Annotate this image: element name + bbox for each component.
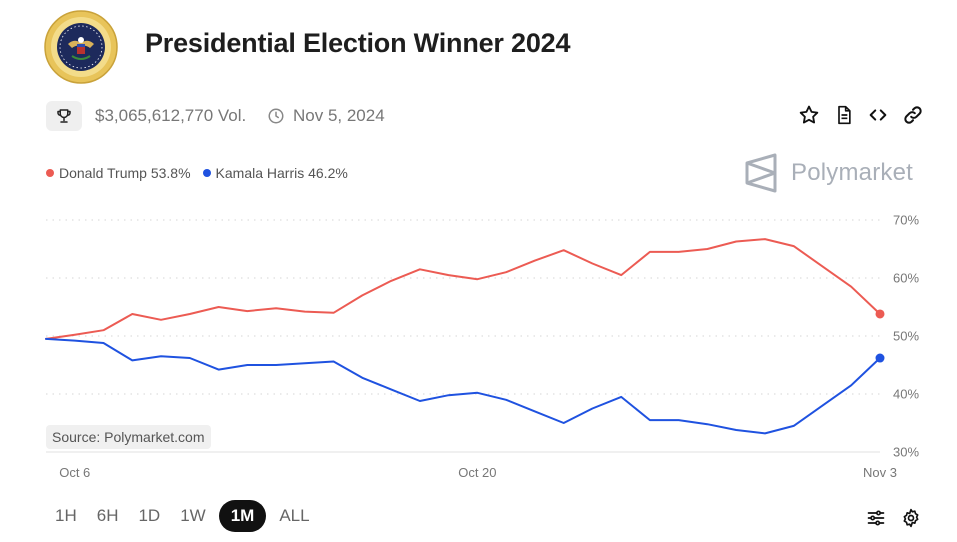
chart-legend: Donald Trump 53.8% Kamala Harris 46.2%: [46, 165, 348, 181]
page-title: Presidential Election Winner 2024: [145, 28, 571, 58]
legend-item-trump: Donald Trump 53.8%: [46, 165, 191, 181]
x-tick-label: Oct 20: [458, 465, 496, 480]
trophy-icon: [46, 101, 82, 131]
polymarket-brand: Polymarket: [744, 153, 913, 193]
source-label: Source: Polymarket.com: [46, 425, 211, 449]
end-marker-kamala-harris: [875, 353, 885, 363]
legend-item-harris: Kamala Harris 46.2%: [202, 165, 348, 181]
document-icon[interactable]: [832, 103, 856, 127]
time-range-selector: 1H 6H 1D 1W 1M ALL: [48, 500, 317, 532]
settings-gear-icon[interactable]: [900, 507, 922, 529]
legend-label-harris: Kamala Harris 46.2%: [215, 165, 348, 181]
end-date-label: Nov 5, 2024: [293, 106, 385, 125]
polymarket-logo-icon: [745, 153, 777, 193]
range-button-1d[interactable]: 1D: [131, 500, 167, 532]
y-tick-label: 50%: [893, 329, 919, 344]
series-line-kamala-harris: [45, 337, 881, 435]
chart-x-axis: Oct 6 Oct 20 Nov 3: [59, 465, 897, 480]
link-icon[interactable]: [901, 103, 925, 127]
end-marker-donald-trump: [875, 309, 885, 319]
chart-y-axis: 30% 40% 50% 60% 70%: [893, 213, 919, 460]
filter-sliders-icon[interactable]: [865, 507, 887, 529]
x-tick-label: Oct 6: [59, 465, 90, 480]
range-button-1m[interactable]: 1M: [218, 500, 267, 532]
legend-label-trump: Donald Trump 53.8%: [59, 165, 191, 181]
chart-series: [45, 238, 885, 435]
volume-label: $3,065,612,770 Vol.: [95, 106, 247, 125]
y-tick-label: 60%: [893, 271, 919, 286]
code-embed-icon[interactable]: [866, 103, 890, 127]
y-tick-label: 30%: [893, 445, 919, 460]
y-tick-label: 70%: [893, 213, 919, 228]
series-line-donald-trump: [45, 238, 881, 340]
presidential-seal-icon: [44, 10, 118, 84]
clock-icon: [267, 107, 285, 125]
y-tick-label: 40%: [893, 387, 919, 402]
range-button-all[interactable]: ALL: [272, 500, 316, 532]
legend-dot-trump: [46, 169, 54, 177]
star-icon[interactable]: [797, 103, 821, 127]
price-history-chart[interactable]: Oct 6 Oct 20 Nov 3 30% 40% 50% 60% 70%: [0, 200, 957, 480]
range-button-1h[interactable]: 1H: [48, 500, 84, 532]
legend-dot-harris: [202, 169, 211, 177]
range-button-1w[interactable]: 1W: [173, 500, 213, 532]
polymarket-wordmark: Polymarket: [791, 159, 914, 186]
range-button-6h[interactable]: 6H: [90, 500, 126, 532]
x-tick-label: Nov 3: [863, 465, 897, 480]
chart-grid: [46, 219, 880, 453]
